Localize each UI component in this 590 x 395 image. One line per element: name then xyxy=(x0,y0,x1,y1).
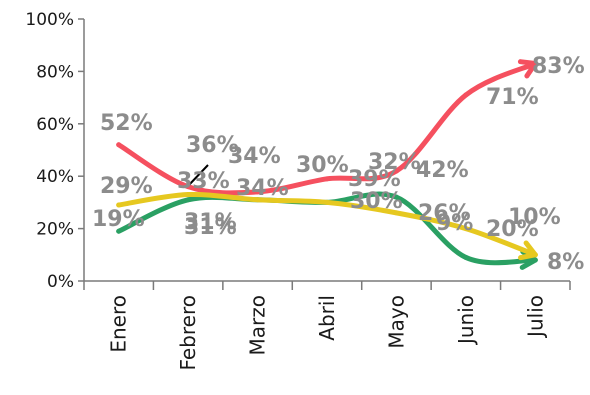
x-tick-label: Junio xyxy=(454,295,478,346)
axis-layer: 0% 20% 40% 60% 80% 100% Enero Febrero Marzo Abril… xyxy=(25,10,571,371)
data-label: 9% xyxy=(436,211,473,236)
y-tick-label: 100% xyxy=(25,10,74,30)
x-tick-label: Julio xyxy=(523,295,547,339)
y-tick-label: 0% xyxy=(47,272,74,292)
y-tick-label: 20% xyxy=(36,220,74,240)
data-label: 20% xyxy=(486,217,539,242)
y-tick-label: 80% xyxy=(36,62,74,82)
data-point xyxy=(116,202,122,208)
series-layer xyxy=(116,59,538,270)
data-label-layer: 52%36%34% 30% 42%71%83%19%33%31%34%32%9%8%… xyxy=(92,54,585,275)
data-label: 71% xyxy=(486,85,539,110)
data-label: 30% xyxy=(296,153,349,178)
data-label: 34% xyxy=(236,176,289,201)
data-label: 29% xyxy=(100,174,153,199)
data-point xyxy=(532,61,538,67)
data-label: 8% xyxy=(547,250,584,275)
data-point xyxy=(463,254,469,260)
annotation-stroke xyxy=(187,164,209,187)
x-tick-label: Marzo xyxy=(246,295,270,355)
data-label: 36% xyxy=(186,133,239,158)
data-point xyxy=(393,210,399,216)
data-point xyxy=(393,194,399,200)
data-point xyxy=(116,142,122,148)
data-point xyxy=(324,199,330,205)
x-tick-label: Abril xyxy=(315,295,339,341)
data-point xyxy=(532,257,538,263)
y-tick-label: 40% xyxy=(36,167,74,187)
data-point xyxy=(463,92,469,98)
data-point xyxy=(255,197,261,203)
data-label: 31% xyxy=(184,215,237,240)
data-point xyxy=(116,228,122,234)
x-tick-label: Enero xyxy=(107,295,131,353)
data-label: 19% xyxy=(92,207,145,232)
data-point xyxy=(185,192,191,198)
data-point xyxy=(393,168,399,174)
data-label: 32% xyxy=(368,150,421,175)
data-label: 39% xyxy=(348,167,401,192)
data-point xyxy=(532,252,538,258)
data-point xyxy=(324,176,330,182)
data-label: 30% xyxy=(350,189,403,214)
data-point xyxy=(463,226,469,232)
data-label: 34% xyxy=(228,144,281,169)
data-point xyxy=(255,189,261,195)
x-tick-label: Mayo xyxy=(384,295,408,349)
data-label: 31% xyxy=(184,210,237,235)
data-label: 33% xyxy=(177,169,230,194)
data-label: 83% xyxy=(532,54,585,79)
data-label: 42% xyxy=(416,158,469,183)
x-tick-label: Febrero xyxy=(176,295,200,371)
data-label: 26% xyxy=(418,201,471,226)
data-point xyxy=(185,197,191,203)
data-label: 52% xyxy=(100,111,153,136)
y-tick-label: 60% xyxy=(36,115,74,135)
data-label: 10% xyxy=(508,205,561,230)
